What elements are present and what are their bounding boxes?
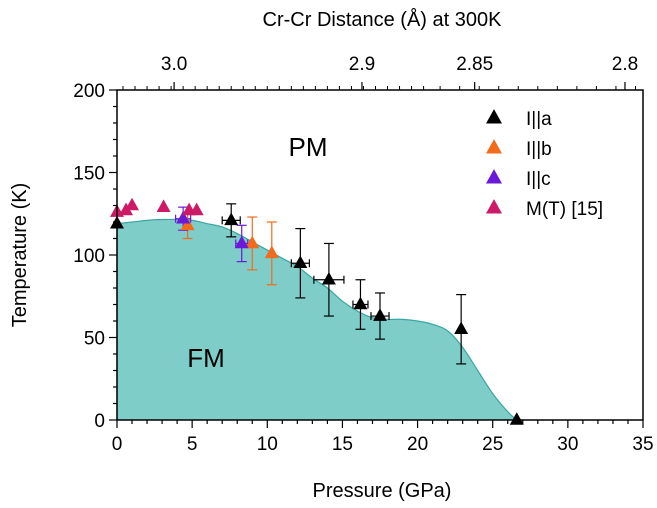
data-point [353, 296, 368, 310]
x-tick-label: 25 [482, 434, 503, 455]
data-point [125, 197, 140, 211]
y-tick-label: 150 [73, 164, 105, 185]
top-axis-label: Cr-Cr Distance (Å) at 300K [263, 8, 503, 31]
data-point [189, 202, 204, 216]
data-point [509, 412, 524, 425]
top-tick-label: 2.85 [456, 54, 493, 75]
y-tick-label: 50 [84, 329, 105, 350]
data-point [234, 235, 249, 249]
x-axis-label: Pressure (GPa) [313, 480, 452, 502]
y-tick-label: 0 [94, 411, 105, 432]
legend-label: M(T) [15] [526, 199, 603, 220]
data-point [180, 217, 195, 231]
legend-label: I||a [526, 109, 552, 130]
data-point [454, 321, 469, 335]
y-tick-label: 200 [73, 81, 105, 102]
legend-label: I||c [526, 169, 551, 190]
y-axis-label: Temperature (K) [9, 183, 31, 328]
legend-marker [486, 169, 502, 184]
top-tick-label: 2.8 [612, 54, 638, 75]
y-tick-label: 100 [73, 246, 105, 267]
x-tick-label: 5 [187, 434, 198, 455]
x-tick-label: 10 [257, 434, 278, 455]
top-tick-label: 3.0 [161, 54, 187, 75]
x-tick-label: 35 [632, 434, 653, 455]
legend-label: I||b [526, 139, 552, 160]
fm-phase-region [117, 219, 517, 420]
data-point [373, 308, 387, 321]
top-tick-label: 2.9 [349, 54, 375, 75]
data-point [176, 210, 191, 224]
legend-marker [486, 139, 502, 154]
legend-marker [486, 199, 502, 214]
data-point [245, 235, 260, 249]
pm-region-label: PM [289, 132, 328, 162]
data-point [321, 271, 336, 285]
data-point [156, 199, 171, 212]
data-point [264, 245, 279, 259]
x-tick-label: 20 [407, 434, 428, 455]
legend-marker [486, 109, 502, 124]
x-tick-label: 0 [112, 434, 123, 455]
fm-region-label: FM [187, 343, 225, 373]
x-tick-label: 15 [332, 434, 353, 455]
x-tick-label: 30 [557, 434, 578, 455]
data-point [293, 255, 308, 269]
data-point [224, 212, 239, 226]
